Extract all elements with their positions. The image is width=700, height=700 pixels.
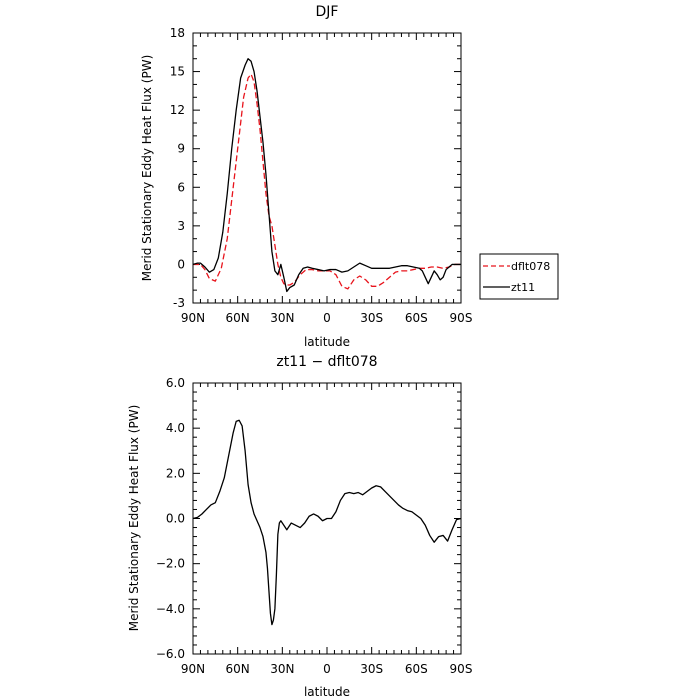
y-tick-label: 3 bbox=[177, 219, 185, 233]
top-panel-y-axis-title: Merid Stationary Eddy Heat Flux (PW) bbox=[140, 55, 154, 282]
x-tick-label: 60N bbox=[226, 311, 250, 325]
legend-box bbox=[479, 253, 559, 300]
x-tick-label: 0 bbox=[323, 311, 331, 325]
legend-label-zt11: zt11 bbox=[511, 281, 535, 294]
y-tick-label: 4.0 bbox=[166, 421, 185, 435]
x-tick-label: 0 bbox=[323, 662, 331, 676]
x-tick-label: 60N bbox=[226, 662, 250, 676]
top-panel-legend: dflt078 zt11 bbox=[479, 253, 559, 300]
x-tick-label: 30S bbox=[360, 662, 383, 676]
y-tick-label: 0 bbox=[177, 257, 185, 271]
series-line-zt11 bbox=[192, 58, 461, 293]
bottom-panel-y-axis-title: Merid Stationary Eddy Heat Flux (PW) bbox=[127, 405, 141, 632]
top-panel-frame bbox=[192, 32, 462, 304]
top-panel-tick-labels: 90N 60N 30N 0 30S 60S 90S -3 0 3 6 9 12 15 18 bbox=[170, 26, 473, 325]
x-tick-label: 60S bbox=[405, 662, 428, 676]
y-tick-label: 6.0 bbox=[166, 376, 185, 390]
bottom-panel-x-axis-title: latitude bbox=[304, 685, 350, 699]
top-panel-series bbox=[192, 58, 461, 293]
bottom-panel-frame bbox=[192, 382, 462, 655]
top-panel: DJF 90N 60N 30N 0 30S 60S 90S -3 0 3 6 9 12 15 18 lati… bbox=[140, 4, 559, 349]
x-tick-label: 90S bbox=[450, 662, 473, 676]
series-line-dflt078 bbox=[193, 73, 461, 290]
y-tick-label: 2.0 bbox=[166, 466, 185, 480]
x-tick-label: 90N bbox=[181, 662, 205, 676]
series-line-diff-0 bbox=[192, 419, 462, 626]
y-tick-label: −4.0 bbox=[156, 602, 185, 616]
bottom-panel-title: zt11 − dflt078 bbox=[276, 354, 377, 370]
bottom-panel-tick-labels: 90N 60N 30N 0 30S 60S 90S −6.0 −4.0 −2.0 0.0 2.0 4.0… bbox=[156, 376, 473, 676]
x-tick-label: 90S bbox=[450, 311, 473, 325]
bottom-panel-series bbox=[192, 419, 462, 626]
bottom-panel: zt11 − dflt078 90N 60N 30N 0 30S 60S 90S −6.0 −4… bbox=[127, 354, 472, 699]
y-tick-label: −2.0 bbox=[156, 557, 185, 571]
top-panel-x-axis-title: latitude bbox=[304, 335, 350, 349]
x-tick-label: 30N bbox=[270, 662, 294, 676]
top-panel-ticks bbox=[192, 32, 462, 304]
y-tick-label: 9 bbox=[177, 142, 185, 156]
x-tick-label: 90N bbox=[181, 311, 205, 325]
y-tick-label: −6.0 bbox=[156, 647, 185, 661]
x-tick-label: 30S bbox=[360, 311, 383, 325]
y-tick-label: 18 bbox=[170, 26, 185, 40]
y-tick-label: 15 bbox=[170, 65, 185, 79]
x-tick-label: 60S bbox=[405, 311, 428, 325]
x-tick-label: 30N bbox=[270, 311, 294, 325]
legend-label-dflt078: dflt078 bbox=[511, 260, 550, 273]
y-tick-label: 0.0 bbox=[166, 512, 185, 526]
y-tick-label: -3 bbox=[173, 296, 185, 310]
y-tick-label: 6 bbox=[177, 180, 185, 194]
y-tick-label: 12 bbox=[170, 103, 185, 117]
top-panel-title: DJF bbox=[316, 4, 339, 20]
